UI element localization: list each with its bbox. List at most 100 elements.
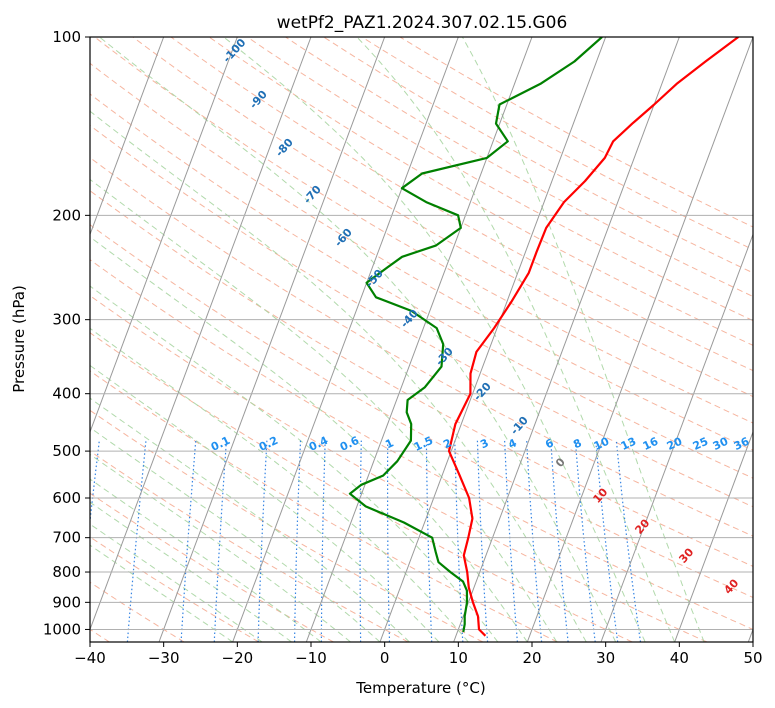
x-axis: −40 −30 −20 −10 0 10 20 30 40 50 (74, 642, 763, 667)
mixing-ratio-line (595, 440, 619, 642)
mixing-ratio-label: 3 (478, 436, 490, 451)
y-tick-label: 300 (52, 311, 81, 329)
mixing-ratio-label: 25 (691, 435, 710, 453)
line-labels: -100-90-80-70-60-50-40-30-20-10010203040… (209, 36, 752, 597)
mixing-ratio-line (213, 440, 228, 642)
mixing-ratio-line (425, 440, 433, 642)
profiles (348, 37, 739, 637)
grid (90, 37, 753, 642)
x-tick-label: 50 (743, 649, 762, 667)
mixing-ratio-label: 20 (665, 435, 685, 453)
moist-adiabat (90, 501, 292, 642)
x-tick-label: 30 (596, 649, 615, 667)
mixing-ratio-line (294, 440, 302, 642)
dry-adiabat-label: -100 (220, 36, 248, 65)
moist-adiabat (90, 285, 499, 642)
moist-adiabat (90, 397, 410, 642)
isotherm (453, 37, 680, 642)
dry-adiabat (90, 224, 753, 598)
chart-title: wetPf2_PAZ1.2024.307.02.15.G06 (277, 13, 568, 33)
mixing-ratio-line (574, 440, 596, 642)
plot-frame (89, 36, 754, 643)
mixing-ratio-label: 10 (592, 435, 612, 453)
dry-adiabat (285, 37, 753, 298)
isotherm (747, 628, 753, 642)
y-axis-label: Pressure (hPa) (10, 285, 28, 393)
y-axis: 100 200 300 400 500 600 700 800 900 1000 (43, 28, 90, 638)
mixing-ratio-line (359, 440, 362, 642)
moist-adiabat (90, 478, 322, 642)
isotherm (232, 37, 459, 642)
isotherm (526, 37, 753, 642)
mixing-ratio-label: 16 (641, 435, 661, 453)
mixing-ratio-label: 6 (543, 436, 556, 451)
isotherm (379, 37, 607, 642)
x-tick-label: 10 (449, 649, 468, 667)
mixing-ratio-label: 36 (732, 435, 752, 453)
dry-adiabat (90, 492, 334, 642)
moist-adiabat (90, 236, 528, 642)
moist-adiabat (90, 426, 381, 642)
y-tick-label: 100 (52, 28, 81, 46)
mixing-ratio-line (257, 440, 268, 642)
moist-adiabat-label: 10 (590, 485, 610, 505)
moist-adiabat-label: 30 (676, 545, 696, 565)
moist-adiabat-label: 40 (721, 576, 741, 596)
y-tick-label: 900 (52, 593, 81, 611)
mixing-ratio-line (476, 440, 489, 642)
dry-adiabat (90, 190, 753, 567)
y-tick-label: 400 (52, 385, 81, 403)
y-tick-label: 1000 (43, 620, 81, 638)
dry-adiabat-label: -90 (247, 88, 270, 112)
moist-adiabat (356, 37, 676, 642)
isotherm (90, 37, 165, 236)
moist-adiabat-label: 20 (632, 516, 652, 536)
mixing-ratio-label: 8 (571, 436, 583, 451)
dry-adiabat (90, 332, 633, 642)
x-tick-label: 0 (380, 649, 390, 667)
mixing-ratio-line (180, 440, 197, 642)
y-tick-label: 700 (52, 529, 81, 547)
x-tick-label: −10 (295, 649, 327, 667)
isotherm (90, 37, 312, 631)
moist-adiabat-label: 0 (553, 455, 568, 470)
x-tick-label: −40 (74, 649, 106, 667)
y-tick-label: 200 (52, 206, 81, 224)
x-tick-label: 40 (670, 649, 689, 667)
x-tick-label: −30 (148, 649, 180, 667)
dry-adiabat (90, 536, 260, 642)
dry-adiabat (361, 37, 753, 251)
dry-adiabat (90, 259, 753, 630)
dry-adiabat-label: -70 (301, 183, 324, 207)
isotherm (305, 37, 533, 642)
mixing-ratio-line (615, 440, 642, 642)
moist-adiabat (461, 37, 705, 642)
moist-adiabat (90, 110, 587, 642)
mixing-ratio-label: 30 (711, 435, 731, 453)
dry-adiabat (247, 37, 753, 322)
x-axis-label: Temperature (°C) (355, 679, 485, 697)
moist-adiabat (90, 523, 263, 642)
moist-adiabat (90, 327, 469, 642)
isotherm (674, 430, 753, 642)
dry-adiabat (90, 295, 708, 642)
dry-adiabat-label: -30 (433, 345, 456, 369)
mixing-ratio-label: 1 (383, 436, 395, 451)
dry-adiabat-label: -60 (332, 226, 355, 250)
mixing-ratio-line (320, 440, 326, 642)
moist-adiabat (90, 544, 233, 642)
dry-adiabat (323, 37, 753, 274)
dry-adiabat (90, 157, 753, 537)
mixing-ratio-line (504, 440, 518, 642)
mixing-ratio-label: 13 (619, 435, 638, 453)
mixing-ratio-line (454, 440, 464, 642)
dry-adiabat (90, 409, 484, 642)
dry-adiabat (90, 370, 558, 642)
moist-adiabat (223, 37, 646, 642)
x-tick-label: 20 (522, 649, 541, 667)
x-tick-label: −20 (222, 649, 254, 667)
y-tick-label: 600 (52, 489, 81, 507)
mixing-ratio-line (526, 440, 543, 642)
y-tick-label: 800 (52, 563, 81, 581)
